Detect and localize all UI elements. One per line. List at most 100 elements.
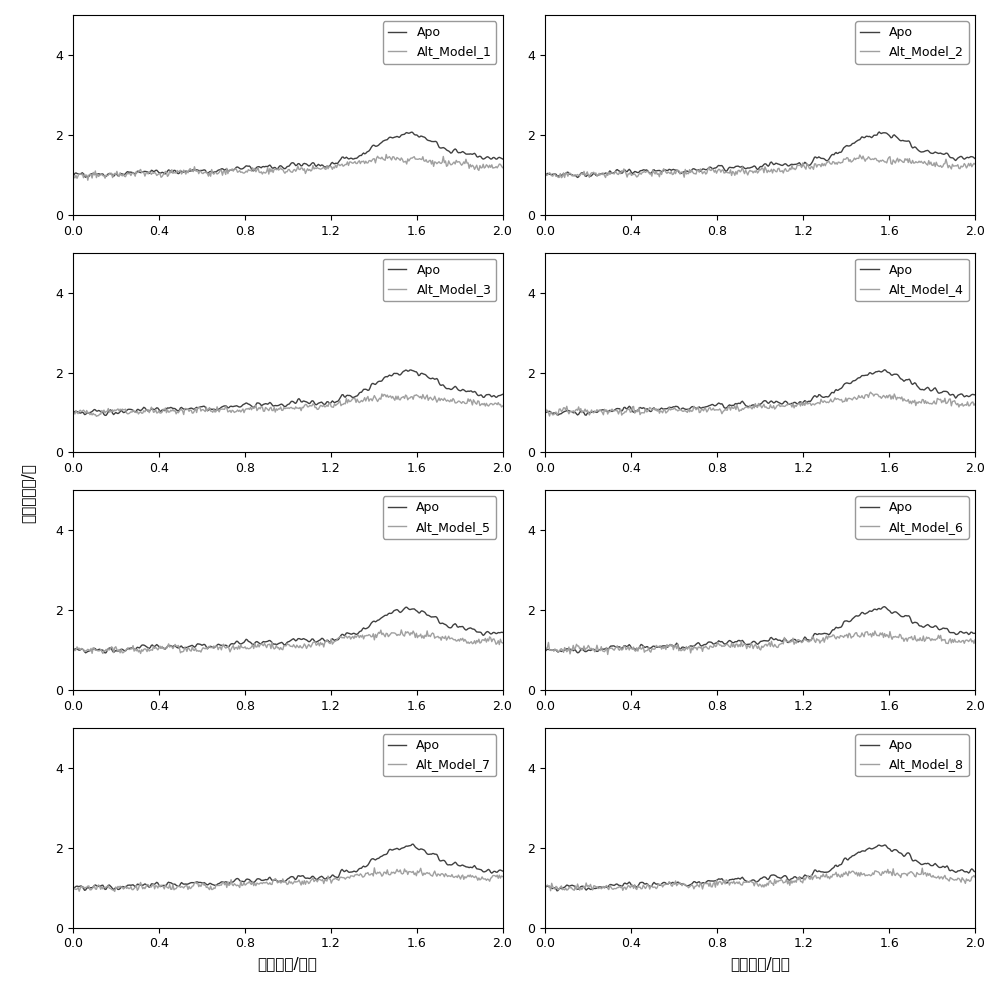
- Alt_Model_4: [851, 393, 863, 405]
- Line: Alt_Model_8: Alt_Model_8: [545, 868, 975, 890]
- Apo: [99, 409, 111, 421]
- Alt_Model_2: [680, 168, 692, 179]
- Alt_Model_3: [238, 406, 250, 418]
- Alt_Model_1: [338, 160, 350, 172]
- Legend: Apo, Alt_Model_1: Apo, Alt_Model_1: [383, 22, 496, 63]
- Alt_Model_5: [238, 642, 250, 654]
- Apo: [380, 371, 392, 383]
- Apo: [208, 403, 220, 415]
- Apo: [380, 609, 392, 621]
- Apo: [79, 884, 91, 896]
- Alt_Model_8: [916, 862, 928, 874]
- Alt_Model_4: [865, 387, 877, 398]
- Apo: [572, 172, 584, 183]
- Apo: [378, 849, 390, 861]
- Legend: Apo, Alt_Model_5: Apo, Alt_Model_5: [383, 497, 496, 538]
- Apo: [539, 407, 551, 419]
- Alt_Model_6: [591, 639, 603, 651]
- Alt_Model_6: [851, 627, 863, 639]
- Alt_Model_6: [711, 640, 723, 652]
- Alt_Model_5: [380, 627, 392, 639]
- Apo: [811, 628, 823, 640]
- Legend: Apo, Alt_Model_3: Apo, Alt_Model_3: [383, 259, 496, 301]
- Apo: [407, 838, 419, 850]
- Line: Apo: Apo: [545, 606, 975, 653]
- Alt_Model_6: [869, 625, 881, 637]
- Apo: [406, 126, 418, 138]
- Alt_Model_4: [853, 389, 865, 401]
- Apo: [120, 881, 132, 893]
- Legend: Apo, Alt_Model_6: Apo, Alt_Model_6: [855, 497, 969, 538]
- Apo: [378, 610, 390, 622]
- Alt_Model_8: [592, 882, 604, 894]
- Apo: [378, 135, 390, 147]
- Alt_Model_5: [338, 632, 350, 644]
- Apo: [851, 848, 863, 860]
- Apo: [380, 134, 392, 146]
- Apo: [969, 627, 981, 639]
- Alt_Model_4: [539, 402, 551, 414]
- Alt_Model_4: [544, 410, 556, 422]
- Alt_Model_1: [380, 149, 392, 161]
- Alt_Model_5: [208, 640, 220, 652]
- Legend: Apo, Alt_Model_2: Apo, Alt_Model_2: [855, 22, 969, 63]
- Apo: [67, 409, 79, 421]
- Alt_Model_3: [376, 388, 388, 400]
- Alt_Model_5: [118, 646, 130, 658]
- X-axis label: 模拟时间/纳秒: 模拟时间/纳秒: [730, 956, 790, 971]
- Apo: [238, 876, 250, 887]
- Alt_Model_4: [711, 404, 723, 416]
- Line: Alt_Model_1: Alt_Model_1: [73, 155, 503, 180]
- Alt_Model_6: [539, 642, 551, 654]
- Alt_Model_2: [854, 149, 866, 161]
- Apo: [592, 881, 604, 893]
- Apo: [208, 167, 220, 178]
- Apo: [539, 171, 551, 182]
- Alt_Model_3: [381, 389, 393, 401]
- Alt_Model_5: [67, 644, 79, 656]
- Alt_Model_6: [602, 649, 614, 661]
- Alt_Model_2: [539, 169, 551, 180]
- Line: Apo: Apo: [73, 844, 503, 890]
- Alt_Model_5: [135, 648, 147, 660]
- Alt_Model_1: [238, 168, 250, 179]
- Alt_Model_6: [811, 633, 823, 645]
- Apo: [680, 166, 692, 177]
- Alt_Model_4: [969, 398, 981, 410]
- Alt_Model_5: [395, 624, 407, 636]
- Apo: [811, 152, 823, 164]
- Apo: [338, 866, 350, 878]
- Apo: [711, 637, 723, 649]
- Apo: [497, 626, 509, 638]
- Apo: [853, 372, 865, 384]
- Alt_Model_4: [592, 405, 604, 417]
- Apo: [208, 880, 220, 891]
- Apo: [879, 364, 891, 376]
- Alt_Model_1: [82, 175, 94, 186]
- Alt_Model_6: [969, 634, 981, 646]
- Alt_Model_2: [853, 153, 865, 165]
- Apo: [67, 171, 79, 182]
- Apo: [80, 172, 92, 183]
- Apo: [711, 162, 723, 174]
- Alt_Model_1: [381, 153, 393, 165]
- Alt_Model_4: [680, 405, 692, 417]
- Apo: [67, 645, 79, 657]
- Line: Alt_Model_2: Alt_Model_2: [545, 155, 975, 177]
- Alt_Model_2: [969, 159, 981, 171]
- Apo: [853, 610, 865, 622]
- Apo: [592, 406, 604, 418]
- Apo: [99, 647, 111, 659]
- Alt_Model_6: [853, 630, 865, 642]
- Apo: [401, 601, 413, 613]
- Apo: [811, 391, 823, 403]
- Apo: [680, 642, 692, 654]
- Alt_Model_8: [853, 867, 865, 879]
- Apo: [853, 134, 865, 146]
- Alt_Model_2: [555, 172, 567, 183]
- Apo: [120, 406, 132, 418]
- Line: Apo: Apo: [73, 607, 503, 653]
- Line: Alt_Model_7: Alt_Model_7: [73, 868, 503, 891]
- Alt_Model_1: [208, 169, 220, 180]
- Alt_Model_1: [497, 162, 509, 174]
